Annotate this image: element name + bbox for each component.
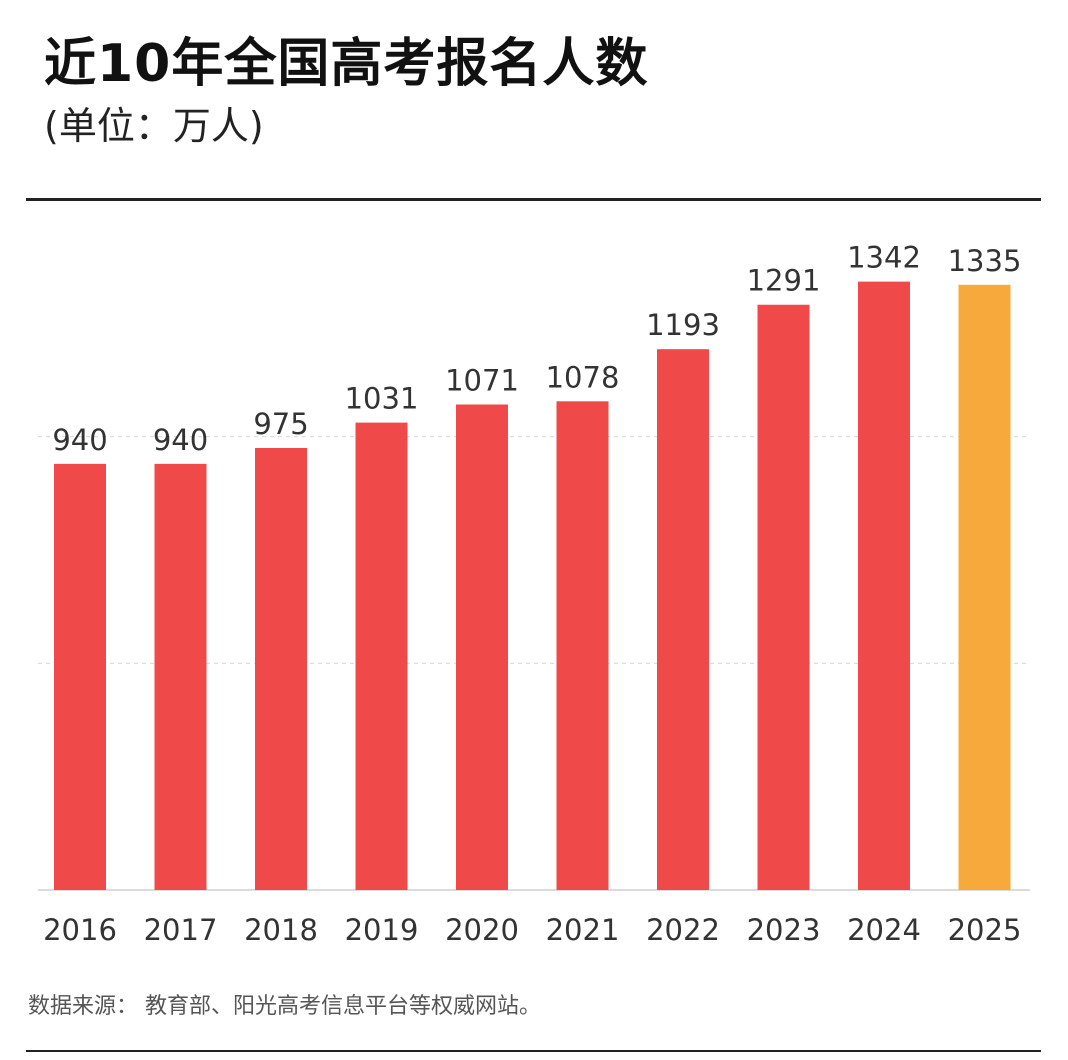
value-label-2024: 1342 xyxy=(847,241,921,275)
x-tick-label-2020: 2020 xyxy=(445,913,519,947)
data-source-note: 数据来源： 教育部、阳光高考信息平台等权威网站。 xyxy=(28,994,541,1019)
bar-chart: 940 940 975 1031 1071 1078 1193 1291 1342 1335 20… xyxy=(38,241,1030,947)
x-tick-label-2019: 2019 xyxy=(345,913,419,947)
bars xyxy=(54,281,1011,890)
value-label-2023: 1291 xyxy=(747,264,821,298)
bar-2017 xyxy=(154,463,207,890)
bar-2021 xyxy=(556,401,609,890)
x-tick-label-2023: 2023 xyxy=(747,913,821,947)
chart-title: 近10年全国高考报名人数 xyxy=(44,34,649,94)
top-divider xyxy=(26,198,1041,201)
bar-2019 xyxy=(355,422,408,890)
value-label-2025: 1335 xyxy=(948,244,1022,278)
bar-2018 xyxy=(255,448,307,890)
x-tick-label-2016: 2016 xyxy=(43,913,117,947)
value-labels: 940 940 975 1031 1071 1078 1193 1291 1342 1335 xyxy=(52,241,1021,457)
value-label-2017: 940 xyxy=(153,423,208,457)
bar-2025 xyxy=(958,284,1011,890)
bar-2023 xyxy=(757,304,810,890)
x-tick-label-2017: 2017 xyxy=(144,913,218,947)
x-tick-label-2025: 2025 xyxy=(948,913,1022,947)
value-label-2016: 940 xyxy=(52,423,107,457)
bar-2020 xyxy=(456,404,508,890)
chart-subtitle: (单位：万人) xyxy=(44,104,264,148)
value-label-2018: 975 xyxy=(253,407,308,441)
bottom-divider xyxy=(26,1050,1041,1052)
x-tick-label-2022: 2022 xyxy=(646,913,720,947)
bar-2024 xyxy=(858,281,910,890)
value-label-2021: 1078 xyxy=(546,360,620,394)
bar-2022 xyxy=(657,349,709,890)
x-tick-label-2021: 2021 xyxy=(546,913,620,947)
value-label-2019: 1031 xyxy=(345,382,419,416)
x-tick-label-2024: 2024 xyxy=(847,913,921,947)
value-label-2020: 1071 xyxy=(445,363,519,397)
value-label-2022: 1193 xyxy=(646,308,720,342)
bar-2016 xyxy=(54,463,106,890)
x-tick-label-2018: 2018 xyxy=(244,913,318,947)
x-axis-ticks: 2016 2017 2018 2019 2020 2021 2022 2023 2024 2025 xyxy=(43,913,1021,947)
